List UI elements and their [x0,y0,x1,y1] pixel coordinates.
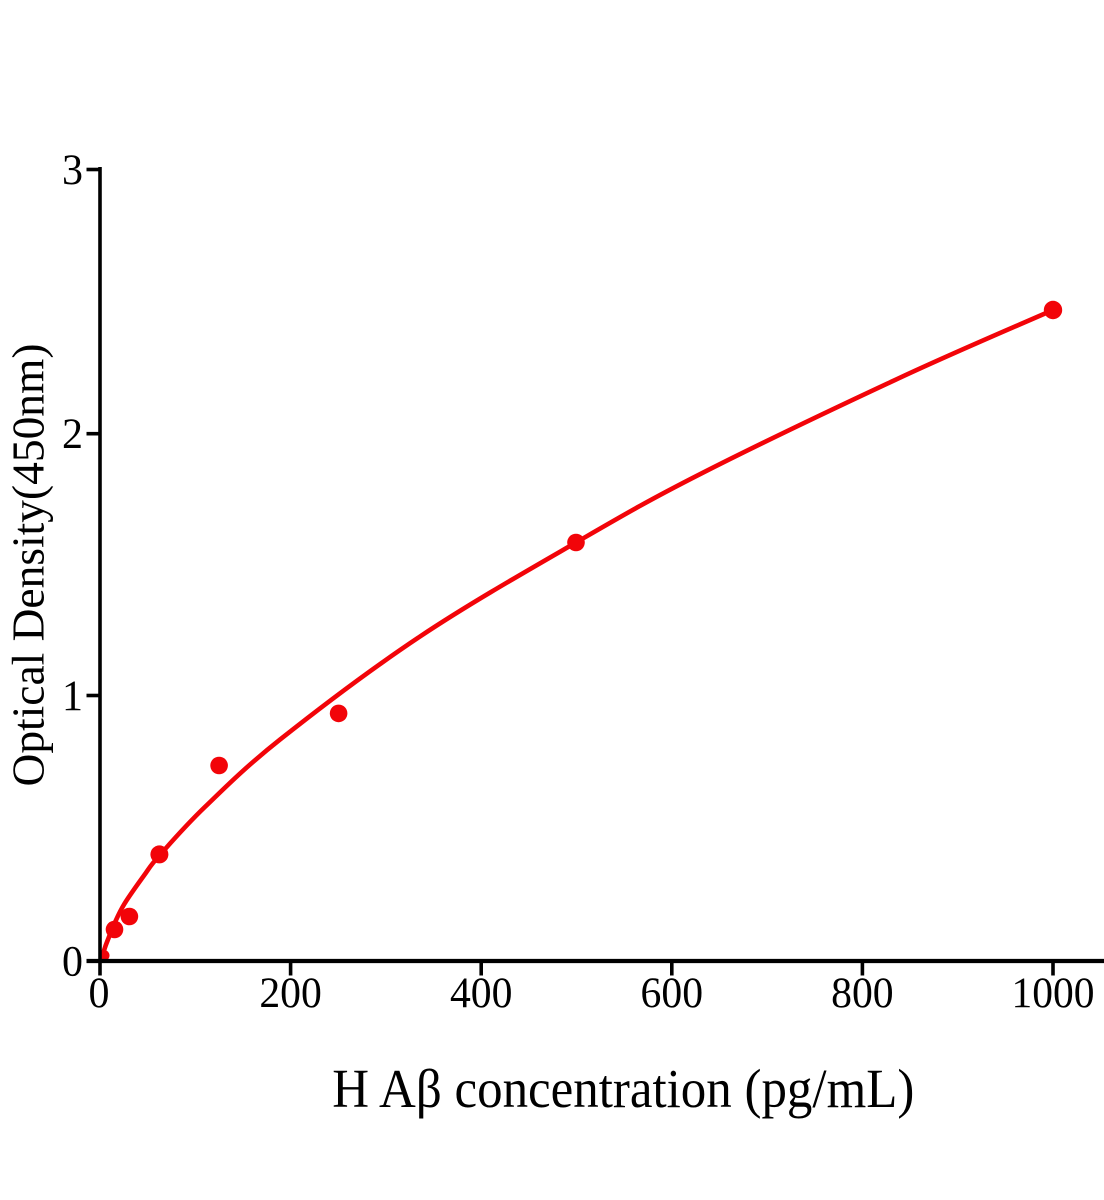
svg-text:400: 400 [450,969,513,1017]
svg-text:Optical Density(450nm): Optical Density(450nm) [4,343,54,786]
svg-text:1: 1 [62,672,83,720]
svg-text:1000: 1000 [1012,969,1095,1017]
svg-text:600: 600 [641,969,704,1017]
svg-text:3: 3 [62,146,83,194]
svg-text:200: 200 [259,969,322,1017]
svg-text:0: 0 [89,969,110,1017]
svg-text:2: 2 [62,410,83,458]
svg-text:H Aβ concentration (pg/mL): H Aβ concentration (pg/mL) [332,1058,914,1119]
svg-text:800: 800 [831,969,894,1017]
svg-text:0: 0 [62,937,83,985]
